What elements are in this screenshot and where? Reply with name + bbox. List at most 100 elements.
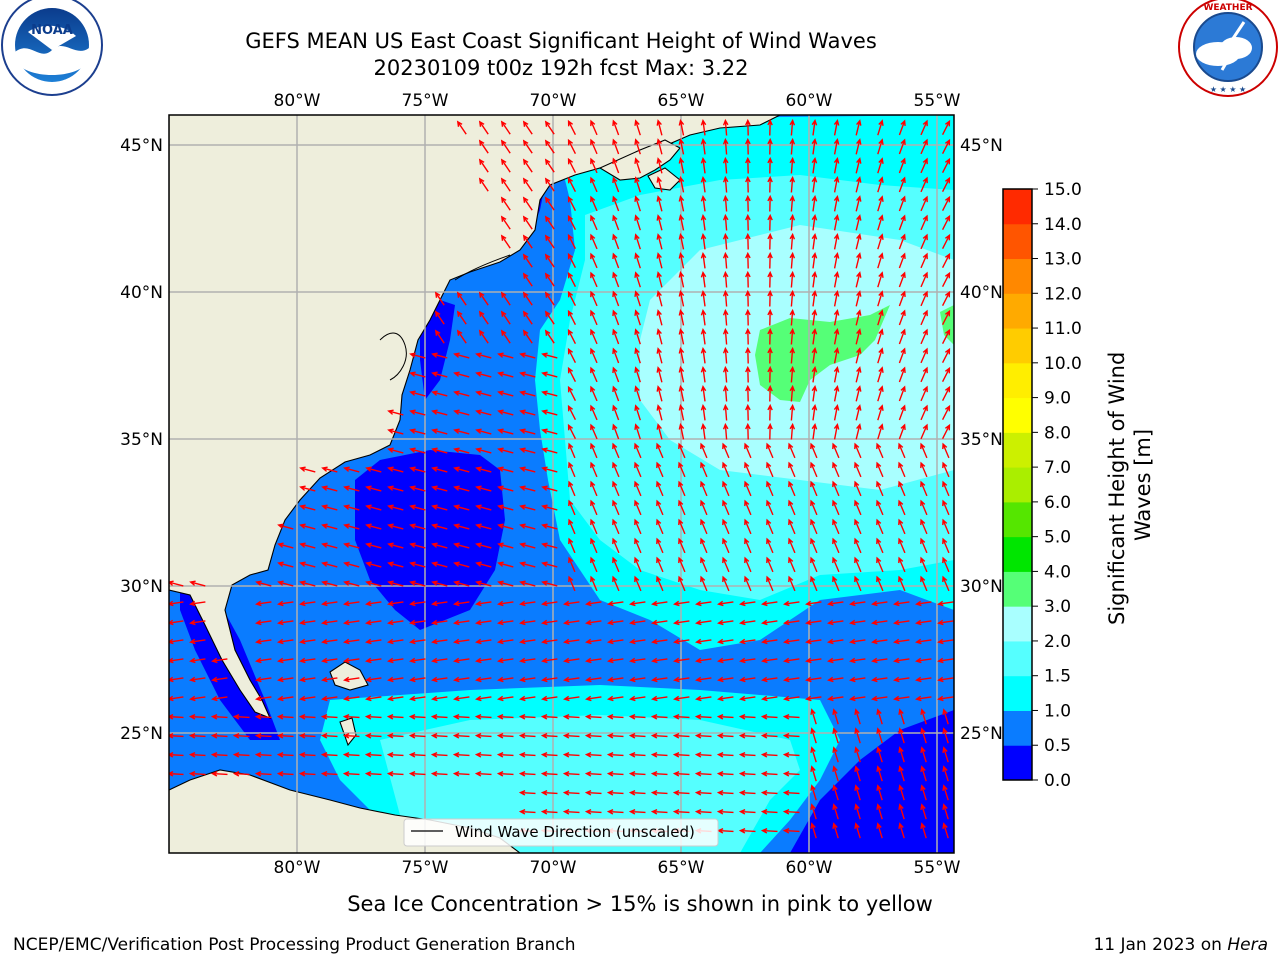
wave-direction-arrow (722, 575, 730, 592)
wave-direction-arrow (700, 461, 708, 478)
wave-direction-arrow (590, 176, 598, 193)
wave-direction-arrow (169, 619, 184, 626)
wave-direction-arrow (518, 752, 536, 758)
colorbar-tick-label: 2.0 (1044, 632, 1071, 652)
wave-direction-arrow (810, 822, 817, 839)
wave-direction-arrow (832, 518, 840, 535)
wave-direction-arrow (744, 442, 752, 459)
wave-direction-arrow (276, 733, 294, 739)
wave-direction-arrow (700, 423, 707, 440)
lon-label-bottom: 80°W (274, 858, 321, 878)
wave-direction-arrow (789, 137, 796, 155)
wave-direction-arrow (365, 580, 382, 587)
wave-direction-arrow (567, 176, 577, 193)
wave-direction-arrow (656, 366, 663, 383)
wave-direction-arrow (612, 290, 620, 307)
wave-direction-arrow (500, 158, 511, 173)
wave-direction-arrow (700, 271, 707, 288)
wave-direction-arrow (678, 271, 685, 288)
wave-direction-arrow (544, 272, 555, 287)
wave-direction-arrow (522, 139, 533, 154)
wave-direction-arrow (700, 518, 708, 535)
wave-direction-arrow (782, 790, 800, 796)
wave-direction-arrow (650, 790, 668, 796)
wave-direction-arrow (629, 657, 646, 664)
wave-direction-arrow (607, 657, 624, 664)
wave-direction-arrow (832, 537, 840, 554)
wave-direction-arrow (519, 600, 536, 607)
wave-direction-arrow (827, 638, 844, 645)
wave-direction-arrow (607, 600, 624, 607)
wave-direction-arrow (833, 366, 840, 383)
wave-direction-arrow (590, 195, 598, 212)
lon-label-top: 75°W (402, 91, 449, 111)
wave-direction-arrow (716, 733, 734, 739)
wave-direction-arrow (544, 215, 555, 230)
wave-direction-arrow (761, 676, 778, 683)
wave-field-region (790, 710, 954, 853)
wave-direction-arrow (277, 676, 294, 683)
wave-direction-arrow (562, 809, 580, 815)
lon-label-top: 65°W (658, 91, 705, 111)
wave-direction-arrow (590, 290, 598, 307)
wave-direction-arrow (634, 575, 642, 592)
wave-direction-arrow (767, 346, 773, 364)
wave-direction-arrow (628, 714, 646, 720)
wave-direction-arrow (409, 695, 426, 702)
wave-direction-arrow (915, 638, 932, 645)
wave-direction-arrow (540, 790, 558, 796)
noaa-logo-text: NOAA (31, 23, 73, 38)
wave-direction-arrow (522, 253, 533, 268)
wave-direction-arrow (656, 233, 663, 250)
wave-direction-arrow (612, 556, 620, 573)
wave-direction-arrow (409, 542, 426, 549)
wave-direction-arrow (544, 329, 555, 344)
wave-direction-arrow (789, 403, 796, 421)
wave-direction-arrow (634, 499, 642, 516)
wave-direction-arrow (276, 714, 294, 720)
wave-direction-arrow (694, 790, 712, 796)
wave-direction-arrow (541, 523, 558, 530)
wave-direction-arrow (475, 638, 492, 645)
wave-direction-arrow (898, 347, 906, 364)
wave-direction-arrow (431, 695, 448, 702)
wave-direction-arrow (321, 504, 338, 511)
wave-direction-arrow (876, 537, 884, 554)
wave-direction-arrow (343, 504, 360, 511)
wave-direction-arrow (651, 695, 668, 702)
wave-direction-arrow (254, 733, 272, 739)
wave-direction-arrow (634, 252, 641, 269)
wave-direction-arrow (766, 499, 774, 516)
wave-direction-arrow (567, 404, 577, 421)
wave-direction-arrow (567, 214, 577, 231)
wave-direction-arrow (832, 803, 839, 820)
wave-direction-arrow (920, 784, 927, 801)
wave-direction-arrow (717, 657, 734, 664)
wave-direction-arrow (409, 485, 426, 492)
wave-direction-arrow (739, 695, 756, 702)
wave-direction-arrow (634, 347, 641, 364)
wave-direction-arrow (567, 138, 577, 155)
wave-direction-arrow (364, 714, 382, 720)
wave-direction-arrow (342, 714, 360, 720)
lat-label-right: 30°N (960, 577, 1003, 597)
wave-direction-arrow (277, 638, 294, 645)
wave-direction-arrow (522, 291, 533, 306)
wave-direction-arrow (475, 352, 492, 359)
wave-direction-arrow (855, 423, 862, 440)
wave-direction-arrow (634, 537, 642, 554)
wave-direction-arrow (656, 214, 663, 231)
wave-direction-arrow (497, 390, 514, 397)
wave-direction-arrow (833, 157, 840, 174)
wave-direction-arrow (387, 600, 404, 607)
wave-direction-arrow (766, 442, 774, 459)
wave-direction-arrow (409, 409, 426, 416)
wave-direction-arrow (920, 214, 928, 231)
wave-direction-arrow (475, 371, 492, 378)
wave-direction-arrow (541, 504, 558, 511)
wave-direction-arrow (767, 270, 773, 288)
wave-direction-arrow (937, 695, 954, 702)
wave-direction-arrow (431, 657, 448, 664)
wave-direction-arrow (474, 733, 492, 739)
wave-direction-arrow (722, 499, 730, 516)
